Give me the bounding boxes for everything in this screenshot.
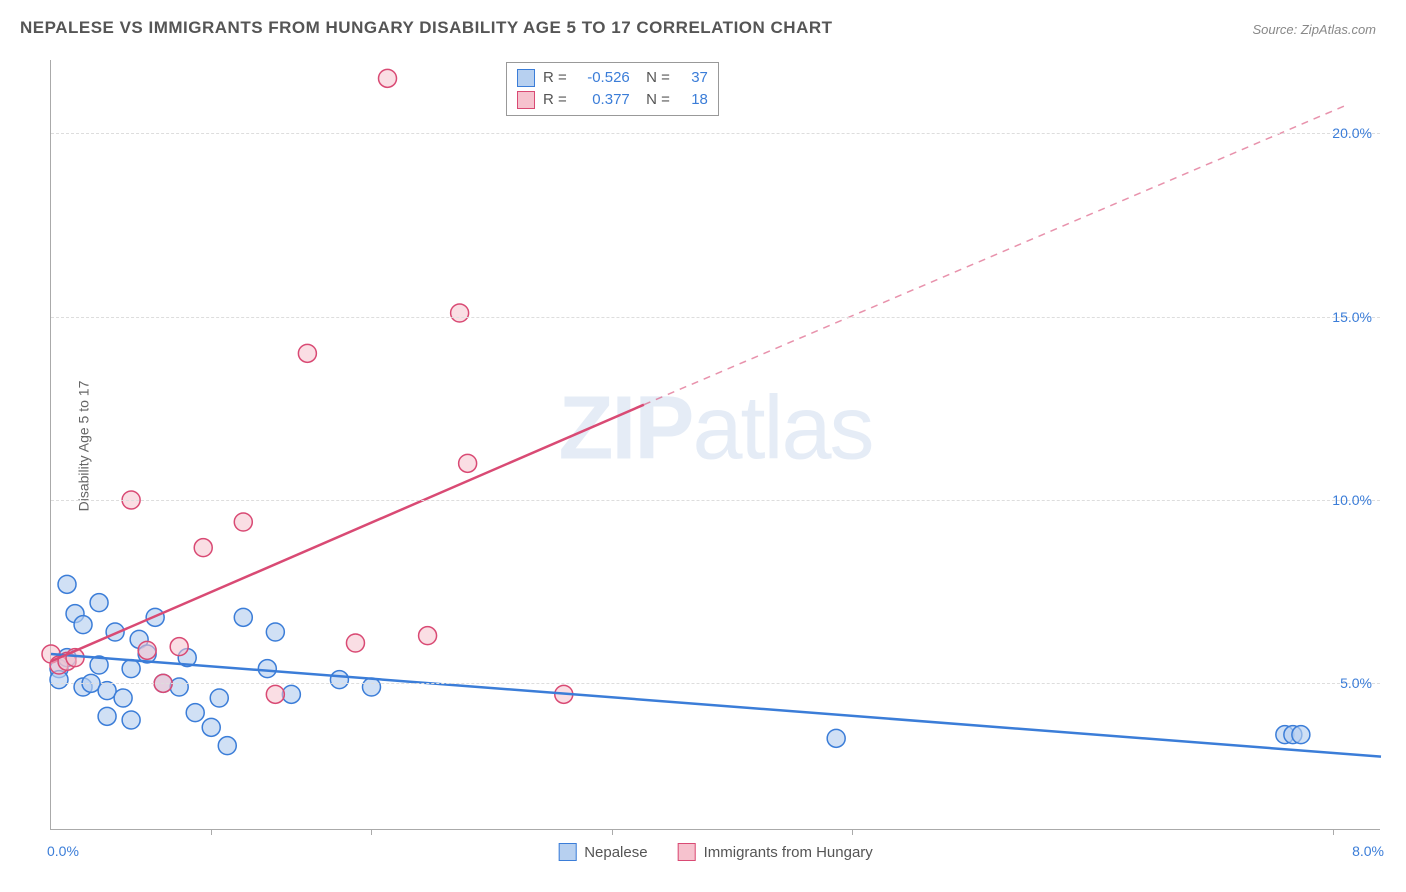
x-tick (852, 829, 853, 835)
x-tick (1333, 829, 1334, 835)
stat-n-label: N = (638, 89, 670, 111)
source-attribution: Source: ZipAtlas.com (1252, 22, 1376, 37)
stat-r-value: -0.526 (575, 67, 630, 89)
gridline (51, 683, 1380, 684)
stat-r-label: R = (543, 89, 567, 111)
gridline (51, 317, 1380, 318)
gridline (51, 133, 1380, 134)
legend-item: Immigrants from Hungary (678, 843, 873, 861)
x-tick (371, 829, 372, 835)
x-origin-label: 0.0% (47, 843, 79, 859)
y-tick-label: 20.0% (1332, 125, 1372, 141)
gridline (51, 500, 1380, 501)
legend-swatch (517, 91, 535, 109)
legend-label: Nepalese (584, 844, 647, 861)
x-max-label: 8.0% (1352, 843, 1384, 859)
stat-r-value: 0.377 (575, 89, 630, 111)
legend-swatch (517, 69, 535, 87)
series-legend: Nepalese Immigrants from Hungary (558, 843, 873, 861)
x-tick (211, 829, 212, 835)
correlation-legend: R = -0.526 N = 37 R = 0.377 N = 18 (506, 62, 719, 116)
legend-label: Immigrants from Hungary (704, 844, 873, 861)
legend-stat-row: R = -0.526 N = 37 (517, 67, 708, 89)
stat-n-label: N = (638, 67, 670, 89)
chart-title: NEPALESE VS IMMIGRANTS FROM HUNGARY DISA… (20, 18, 833, 38)
legend-swatch (558, 843, 576, 861)
legend-swatch (678, 843, 696, 861)
stat-r-label: R = (543, 67, 567, 89)
x-tick (612, 829, 613, 835)
y-tick-label: 15.0% (1332, 309, 1372, 325)
stat-n-value: 37 (678, 67, 708, 89)
legend-stat-row: R = 0.377 N = 18 (517, 89, 708, 111)
stat-n-value: 18 (678, 89, 708, 111)
legend-item: Nepalese (558, 843, 647, 861)
plot-area: ZIPatlas R =-0.526 N =37R =0.377 N =18 N… (50, 60, 1380, 830)
chart-svg (51, 60, 1380, 829)
y-tick-label: 10.0% (1332, 492, 1372, 508)
y-tick-label: 5.0% (1340, 675, 1372, 691)
